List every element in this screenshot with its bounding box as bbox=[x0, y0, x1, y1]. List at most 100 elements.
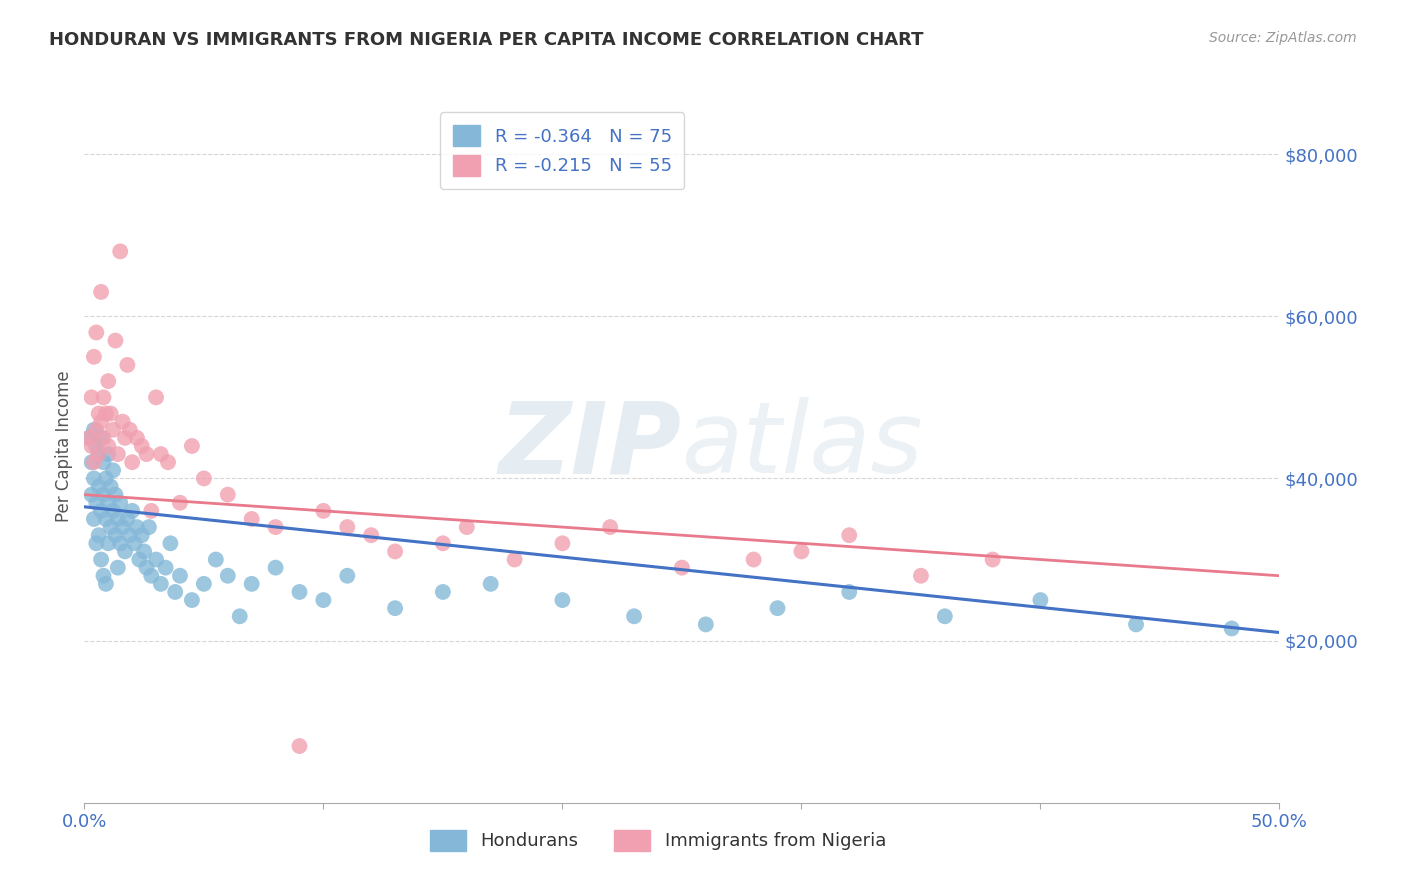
Point bbox=[124, 536, 146, 550]
Point bbox=[1029, 593, 1052, 607]
Point bbox=[169, 496, 191, 510]
Point bbox=[80, 439, 103, 453]
Point bbox=[100, 407, 122, 421]
Point bbox=[101, 423, 124, 437]
Point bbox=[503, 552, 526, 566]
Point bbox=[149, 447, 172, 461]
Point bbox=[240, 577, 263, 591]
Point bbox=[138, 520, 160, 534]
Point bbox=[107, 560, 129, 574]
Point bbox=[135, 560, 157, 574]
Point bbox=[90, 504, 112, 518]
Point bbox=[264, 520, 287, 534]
Point bbox=[93, 390, 115, 404]
Point bbox=[384, 544, 406, 558]
Point bbox=[87, 447, 110, 461]
Point bbox=[90, 415, 112, 429]
Text: atlas: atlas bbox=[682, 398, 924, 494]
Text: HONDURAN VS IMMIGRANTS FROM NIGERIA PER CAPITA INCOME CORRELATION CHART: HONDURAN VS IMMIGRANTS FROM NIGERIA PER … bbox=[49, 31, 924, 49]
Point bbox=[118, 528, 141, 542]
Point bbox=[87, 447, 110, 461]
Point bbox=[217, 568, 239, 582]
Point bbox=[104, 488, 127, 502]
Point bbox=[111, 520, 134, 534]
Point bbox=[910, 568, 932, 582]
Point bbox=[181, 439, 204, 453]
Point bbox=[86, 423, 108, 437]
Point bbox=[131, 528, 153, 542]
Point bbox=[456, 520, 478, 534]
Point bbox=[87, 407, 110, 421]
Point bbox=[100, 479, 122, 493]
Point bbox=[86, 496, 108, 510]
Point bbox=[981, 552, 1004, 566]
Y-axis label: Per Capita Income: Per Capita Income bbox=[55, 370, 73, 522]
Point bbox=[169, 568, 191, 582]
Point bbox=[125, 431, 148, 445]
Point bbox=[125, 520, 148, 534]
Text: Source: ZipAtlas.com: Source: ZipAtlas.com bbox=[1209, 31, 1357, 45]
Point bbox=[83, 471, 105, 485]
Point bbox=[77, 431, 100, 445]
Point bbox=[1220, 622, 1243, 636]
Point bbox=[121, 455, 143, 469]
Point bbox=[80, 390, 103, 404]
Point bbox=[93, 568, 115, 582]
Point bbox=[107, 447, 129, 461]
Point bbox=[121, 504, 143, 518]
Point bbox=[86, 536, 108, 550]
Point bbox=[97, 496, 120, 510]
Point bbox=[83, 423, 105, 437]
Point bbox=[100, 520, 122, 534]
Point bbox=[671, 560, 693, 574]
Point bbox=[110, 244, 132, 259]
Point bbox=[159, 536, 181, 550]
Point bbox=[695, 617, 717, 632]
Point bbox=[193, 577, 215, 591]
Point bbox=[432, 585, 454, 599]
Point bbox=[104, 528, 127, 542]
Point bbox=[97, 536, 120, 550]
Point bbox=[384, 601, 406, 615]
Text: ZIP: ZIP bbox=[499, 398, 682, 494]
Point bbox=[155, 560, 177, 574]
Point bbox=[83, 455, 105, 469]
Point bbox=[336, 520, 359, 534]
Point bbox=[288, 739, 311, 753]
Point bbox=[86, 439, 108, 453]
Point bbox=[145, 390, 167, 404]
Point bbox=[114, 431, 136, 445]
Point bbox=[288, 585, 311, 599]
Point bbox=[141, 568, 163, 582]
Point bbox=[766, 601, 789, 615]
Point bbox=[93, 488, 115, 502]
Point bbox=[141, 504, 163, 518]
Point bbox=[240, 512, 263, 526]
Point bbox=[90, 431, 112, 445]
Point bbox=[87, 479, 110, 493]
Point bbox=[110, 536, 132, 550]
Point bbox=[114, 544, 136, 558]
Point bbox=[110, 496, 132, 510]
Point bbox=[599, 520, 621, 534]
Point bbox=[90, 285, 112, 299]
Point bbox=[107, 512, 129, 526]
Point bbox=[312, 593, 335, 607]
Point bbox=[157, 455, 180, 469]
Point bbox=[336, 568, 359, 582]
Point bbox=[77, 431, 100, 445]
Point bbox=[131, 439, 153, 453]
Point bbox=[128, 552, 150, 566]
Point bbox=[790, 544, 813, 558]
Point bbox=[83, 350, 105, 364]
Point bbox=[479, 577, 502, 591]
Point bbox=[80, 455, 103, 469]
Point bbox=[312, 504, 335, 518]
Point bbox=[838, 585, 860, 599]
Point bbox=[181, 593, 204, 607]
Point bbox=[97, 447, 120, 461]
Point bbox=[132, 544, 156, 558]
Point bbox=[83, 512, 105, 526]
Point bbox=[934, 609, 956, 624]
Point bbox=[94, 407, 117, 421]
